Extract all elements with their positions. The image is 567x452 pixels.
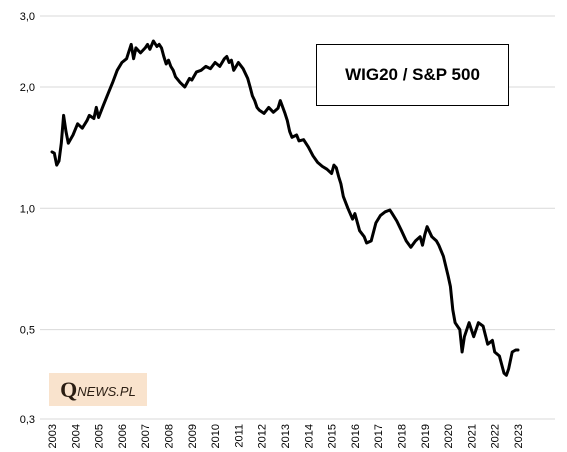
series-line bbox=[50, 39, 520, 377]
x-tick-label: 2020 bbox=[443, 424, 455, 448]
chart-title: WIG20 / S&P 500 bbox=[345, 65, 480, 84]
x-tick-label: 2021 bbox=[466, 424, 478, 448]
x-tick-label: 2018 bbox=[397, 424, 409, 448]
x-tick-label: 2008 bbox=[164, 424, 176, 448]
x-tick-label: 2003 bbox=[47, 424, 59, 448]
chart-title-box: WIG20 / S&P 500 bbox=[316, 44, 509, 106]
qnews-logo: Q NEWS.PL bbox=[49, 373, 147, 406]
x-tick-label: 2016 bbox=[350, 424, 362, 448]
y-tick-label: 2,0 bbox=[20, 82, 35, 94]
series-layer bbox=[50, 39, 520, 377]
x-tick-label: 2017 bbox=[373, 424, 385, 448]
x-tick-label: 2011 bbox=[233, 424, 245, 448]
y-axis: 3,0 2,0 1,0 0,5 0,3 bbox=[20, 11, 35, 426]
x-tick-label: 2019 bbox=[420, 424, 432, 448]
x-tick-label: 2004 bbox=[70, 424, 82, 448]
x-axis: 2003 2004 2005 2006 2007 2008 2009 2010 2011 2012… bbox=[47, 424, 525, 448]
x-tick-label: 2005 bbox=[94, 424, 106, 448]
y-tick-label: 0,5 bbox=[20, 325, 35, 337]
x-tick-label: 2014 bbox=[303, 424, 315, 448]
x-tick-label: 2010 bbox=[210, 424, 222, 448]
logo-text: NEWS.PL bbox=[77, 384, 136, 399]
x-tick-label: 2006 bbox=[117, 424, 129, 448]
y-tick-label: 0,3 bbox=[20, 414, 35, 426]
y-tick-label: 1,0 bbox=[20, 203, 35, 215]
y-tick-label: 3,0 bbox=[20, 11, 35, 23]
x-tick-label: 2012 bbox=[257, 424, 269, 448]
x-tick-label: 2009 bbox=[187, 424, 199, 448]
x-tick-label: 2007 bbox=[140, 424, 152, 448]
logo-q: Q bbox=[60, 376, 78, 402]
x-tick-label: 2022 bbox=[490, 424, 502, 448]
x-tick-label: 2015 bbox=[327, 424, 339, 448]
x-tick-label: 2023 bbox=[513, 424, 525, 448]
x-tick-label: 2013 bbox=[280, 424, 292, 448]
